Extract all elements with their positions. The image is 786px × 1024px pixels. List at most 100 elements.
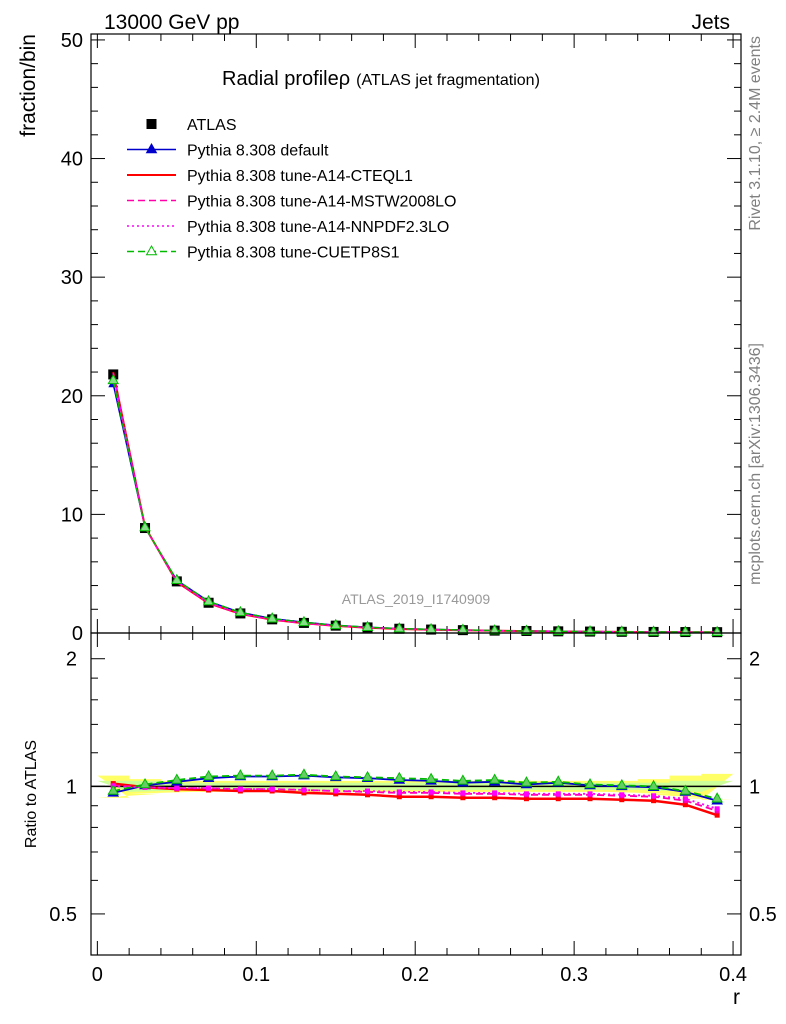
header-right: Jets [691,11,730,34]
series-marker [361,620,374,631]
main-y-tick-label: 10 [61,504,83,526]
ratio-series-marker [714,812,720,818]
ratio-series-marker [269,786,275,792]
main-y-tick-label: 20 [61,386,83,408]
x-tick-label: 0.1 [242,964,270,986]
main-y-tick-label: 0 [72,623,83,645]
ratio-y-tick-label-right: 1 [749,776,760,798]
ratio-series-line [112,774,718,802]
series-marker [520,624,533,635]
ratio-series-marker [682,796,688,802]
series-marker [139,520,151,532]
series-marker [202,594,215,606]
legend-entry: Pythia 8.308 tune-A14-MSTW2008LO [127,194,456,211]
x-tick-label: 0.2 [401,964,429,986]
legend-label: Pythia 8.308 tune-A14-CTEQL1 [187,168,413,185]
ratio-series-marker [555,791,561,797]
series-pythia-8-308-tune-cuetp8s1 [107,373,723,637]
ratio-series-marker [714,806,720,812]
ratio-series-pythia-8-308-tune-cuetp8s1 [107,768,723,803]
legend-entry: Pythia 8.308 tune-A14-NNPDF2.3LO [127,219,449,236]
ratio-series-marker [492,795,498,801]
x-axis-label: r [733,986,740,1009]
ratio-y-tick-label-right: 2 [749,649,760,671]
series-marker [488,624,501,635]
ratio-series-marker [333,791,339,797]
ratio-series-marker [651,798,657,804]
ratio-series-marker [711,792,723,803]
ratio-series-marker [425,772,437,783]
ratio-y-tick-label-right: 0.5 [749,904,777,926]
ratio-y-tick-label: 1 [66,776,77,798]
ratio-frame [90,632,742,956]
ratio-series-marker [301,790,307,796]
series-marker [234,605,247,617]
ratio-series-marker [206,785,212,791]
legend-marker [145,142,158,154]
ratio-series-marker [457,774,469,785]
x-tick-label: 0.3 [560,964,588,986]
ratio-series-line [113,773,718,800]
series-marker [171,573,183,585]
watermark: ATLAS_2019_I1740909 [342,591,491,607]
ratio-series-marker [428,789,434,795]
ratio-series-marker [298,768,310,779]
legend-entry: Pythia 8.308 tune-CUETP8S1 [127,245,400,262]
legend-entry: Pythia 8.308 default [127,143,329,160]
main-title: Radial profileρ (ATLAS jet fragmentation) [222,68,540,90]
ratio-series-marker [393,771,406,783]
ratio-series-marker [361,770,374,782]
ratio-series-marker [237,786,243,792]
ratio-series-marker [329,769,342,781]
ratio-series-marker [139,777,151,789]
ratio-series-marker [460,795,466,801]
ratio-y-label: Ratio to ATLAS [23,740,40,848]
series-marker [107,373,120,385]
ratio-axes: 0.5 0.5 1 1 2 2 0 0.1 0.2 0.3 0.4 [49,633,777,986]
legend-entry: Pythia 8.308 tune-A14-CTEQL1 [127,168,413,185]
ratio-y-tick-label: 2 [66,649,77,671]
ratio-series-marker [365,788,371,794]
main-panel: Radial profileρ (ATLAS jet fragmentation)… [17,30,742,645]
legend-entry: ATLAS [146,117,237,134]
legend-label: ATLAS [187,117,237,134]
x-tick-label: 0 [92,964,103,986]
ratio-series-marker [365,792,371,798]
ratio-series-marker [679,784,692,795]
ratio-series-marker [619,792,625,798]
ratio-series-marker [107,784,120,795]
ratio-series-marker [174,785,180,791]
ratio-series-marker [587,791,593,797]
ratio-series-marker [555,796,561,802]
main-y-tick-label: 50 [61,30,83,52]
legend-marker [146,119,157,129]
ratio-series-marker [396,794,402,800]
series-line [112,380,718,633]
ratio-series-marker [234,769,247,780]
legend-label: Pythia 8.308 default [187,143,329,160]
ratio-series-marker [428,794,434,800]
ratio-series-marker [587,796,593,802]
ratio-series-marker [552,775,565,786]
series-marker [329,618,342,630]
legend: ATLAS Pythia 8.308 default Pythia 8.308 tu… [127,117,456,262]
ratio-series-marker [171,773,183,784]
ratio-series-marker [651,793,657,799]
ratio-series-marker [682,802,688,808]
ratio-series-marker [333,788,339,794]
ratio-series-marker [619,797,625,803]
mcplots-label: mcplots.cern.ch [arXiv:1306.3436] [747,343,764,585]
ratio-series-line [113,782,718,817]
ratio-series-marker [523,791,529,797]
ratio-series-marker [396,789,402,795]
ratio-series-line [113,785,718,810]
ratio-series-marker [202,769,215,781]
ratio-series-marker [492,790,498,796]
ratio-series-marker [460,790,466,796]
x-tick-label: 0.4 [719,964,747,986]
ratio-series [107,768,723,818]
ratio-series-marker [584,777,596,789]
main-y-label: fraction/bin [17,34,40,137]
ratio-series-marker [520,776,533,787]
